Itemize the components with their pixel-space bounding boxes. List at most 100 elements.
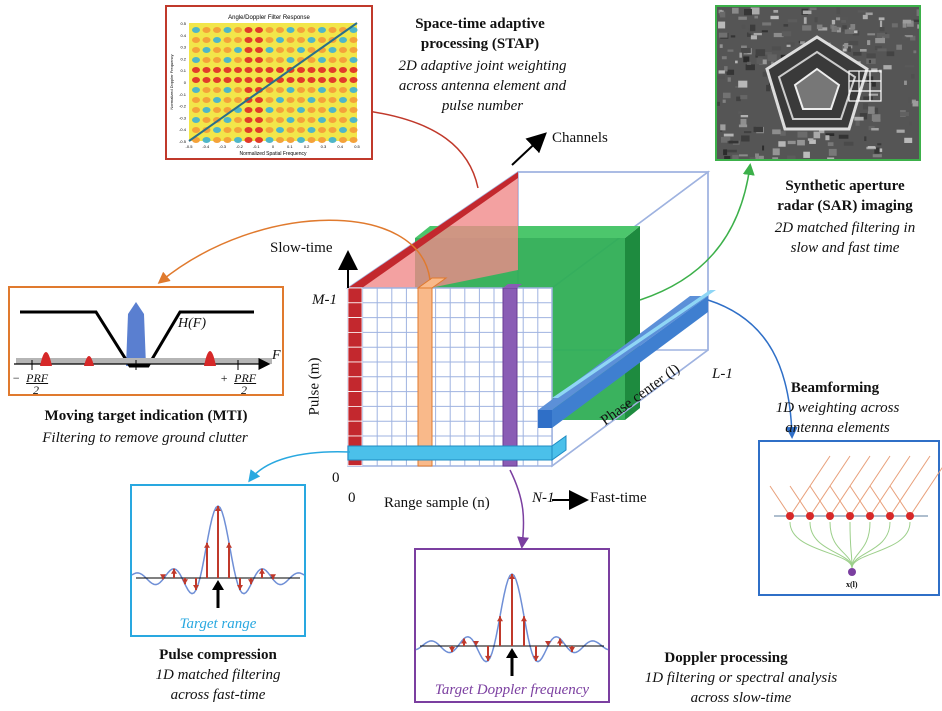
sar-pixel [738, 124, 748, 128]
range-sample-label: Range sample (n) [384, 495, 490, 511]
heatmap-cell [297, 117, 305, 123]
heatmap-cell [244, 127, 253, 133]
pulse-compression-desc: 1D matched filtering across fast-time [118, 665, 318, 705]
stap-title-line2: processing (STAP) [420, 36, 540, 52]
heatmap-cell [286, 77, 295, 83]
range-bin-column-top [416, 277, 448, 289]
heatmap-cell [318, 57, 326, 63]
stap-x-tick: -0.2 [236, 144, 244, 149]
pulse-compression-desc-line: 1D matched filtering [155, 667, 281, 683]
heatmap-cell [286, 87, 295, 93]
beamforming-desc: 1D weighting across antenna elements [750, 398, 925, 438]
stap-y-tick: -0.3 [179, 115, 187, 120]
heatmap-cell [255, 117, 263, 123]
heatmap-cell [276, 137, 284, 143]
stem-head [533, 655, 539, 661]
stem-head [259, 568, 265, 574]
sar-pixel [735, 60, 738, 64]
heatmap-cell [286, 107, 295, 113]
heatmap-cell [244, 37, 253, 43]
beam-bar-side [552, 296, 708, 428]
pulse-compression-caption: Target range [179, 616, 257, 632]
heatmap-cell [349, 137, 358, 143]
heatmap-cell [202, 37, 211, 43]
sar-pixel [913, 50, 917, 54]
heatmap-cell [244, 57, 253, 63]
sar-pixel [835, 17, 841, 21]
heatmap-cell [286, 57, 295, 63]
antenna-element [866, 512, 874, 520]
heatmap-cell [276, 47, 284, 53]
mti-filter-response [20, 310, 254, 368]
sar-pixel [827, 157, 835, 159]
sar-pixel [720, 124, 726, 131]
beam-ray [889, 485, 911, 517]
mti-blue-notch [126, 302, 146, 366]
sar-pixel [872, 154, 882, 158]
heatmap-cell [276, 117, 284, 123]
beam-ray [889, 455, 931, 517]
sar-pixel [874, 147, 880, 154]
heatmap-cell [307, 27, 316, 33]
sar-pixel [803, 17, 807, 24]
heatmap-cell [192, 87, 200, 93]
heatmap-cell [202, 67, 211, 73]
sar-pixel [761, 30, 768, 33]
heatmap-cell [339, 57, 347, 63]
mti-cell [347, 331, 363, 348]
sar-pixel [728, 140, 739, 144]
sar-pixel [786, 42, 795, 47]
heatmap-cell [234, 47, 242, 53]
mti-column [347, 287, 363, 466]
heatmap-cell [244, 107, 253, 113]
heatmap-cell [244, 77, 253, 83]
sar-pixel [848, 46, 851, 52]
heatmap-cell [213, 97, 221, 103]
antenna-element [886, 512, 894, 520]
heatmap-cell [307, 47, 316, 53]
zero-left-label: 0 [332, 470, 340, 486]
sar-pixel [797, 139, 805, 146]
sar-pixel [786, 44, 791, 47]
mti-cell [347, 405, 363, 422]
target-arrow-head [212, 580, 224, 590]
heatmap-cell [234, 127, 242, 133]
sar-pixel [884, 32, 888, 36]
heatmap-cell [297, 107, 305, 113]
pulse-axis-label: Pulse (m) [306, 357, 323, 416]
heatmap-cell [202, 117, 211, 123]
sar-pixel [912, 100, 919, 107]
heatmap-cell [223, 57, 232, 63]
sar-pixel [910, 35, 916, 41]
fast-time-label: Fast-time [590, 490, 647, 506]
sar-pixel [831, 19, 836, 25]
heatmap-cell [202, 107, 211, 113]
heatmap-cell [328, 27, 337, 33]
stem-head [473, 641, 479, 646]
sar-pixel [727, 49, 734, 52]
heatmap-cells [188, 22, 358, 143]
heatmap-cell [234, 27, 242, 33]
sar-pixel [859, 113, 868, 120]
heatmap-cell [318, 37, 326, 43]
mti-left-tick: − PRF 2 [12, 371, 49, 397]
heatmap-cell [339, 97, 347, 103]
sar-pixel [740, 114, 749, 118]
sar-pixel [739, 52, 742, 58]
heatmap-cell [223, 137, 232, 143]
mti-cell [347, 317, 363, 333]
heatmap-cell [307, 67, 316, 73]
sar-pixel [787, 155, 796, 159]
sar-pixel [722, 92, 731, 99]
stap-y-tick: -0.1 [179, 92, 187, 97]
heatmap-cell [339, 37, 347, 43]
sar-desc: 2D matched filtering in slow and fast ti… [750, 218, 940, 258]
heatmap-cell [244, 87, 253, 93]
heatmap-cell [202, 137, 211, 143]
stem-head [557, 638, 563, 644]
heatmap-cell [223, 37, 232, 43]
heatmap-cell [307, 97, 316, 103]
heatmap-cell [192, 117, 200, 123]
sar-pixel [723, 149, 728, 156]
connector-pulse [248, 451, 351, 483]
